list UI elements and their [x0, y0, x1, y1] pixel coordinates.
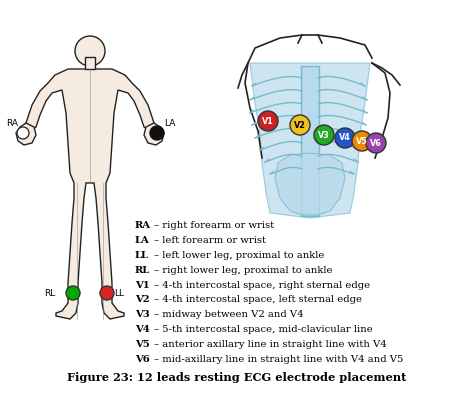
Text: V4: V4 [135, 325, 150, 334]
Circle shape [258, 111, 278, 131]
Circle shape [100, 286, 114, 300]
Circle shape [150, 126, 164, 140]
Circle shape [290, 115, 310, 135]
Text: V4: V4 [339, 134, 351, 143]
Text: V6: V6 [370, 138, 382, 147]
Text: – midway between V2 and V4: – midway between V2 and V4 [151, 310, 304, 319]
Text: RA: RA [6, 119, 18, 127]
Circle shape [17, 127, 29, 139]
Text: V5: V5 [135, 340, 150, 349]
Text: – right lower leg, proximal to ankle: – right lower leg, proximal to ankle [151, 266, 332, 275]
Text: V3: V3 [135, 310, 150, 319]
Text: – left forearm or wrist: – left forearm or wrist [151, 236, 266, 245]
Polygon shape [144, 123, 164, 145]
Text: LA: LA [164, 119, 175, 127]
Text: RA: RA [135, 222, 151, 231]
Text: RL: RL [135, 266, 150, 275]
Circle shape [335, 128, 355, 148]
Text: V5: V5 [356, 136, 368, 145]
Circle shape [352, 131, 372, 151]
Text: V1: V1 [262, 116, 274, 125]
Text: V6: V6 [135, 355, 150, 364]
Text: – mid-axillary line in straight line with V4 and V5: – mid-axillary line in straight line wit… [151, 355, 403, 364]
Text: LA: LA [135, 236, 150, 245]
Text: – anterior axillary line in straight line with V4: – anterior axillary line in straight lin… [151, 340, 387, 349]
Text: – right forearm or wrist: – right forearm or wrist [151, 222, 274, 231]
Text: Figure 23: 12 leads resting ECG electrode placement: Figure 23: 12 leads resting ECG electrod… [67, 372, 407, 383]
Text: – 4-th intercostal space, right sternal edge: – 4-th intercostal space, right sternal … [151, 281, 370, 290]
Text: RL: RL [44, 288, 55, 298]
Polygon shape [26, 69, 154, 319]
Text: V2: V2 [294, 121, 306, 130]
Text: LL: LL [114, 288, 124, 298]
Circle shape [366, 133, 386, 153]
Text: LL: LL [135, 251, 149, 260]
Circle shape [66, 286, 80, 300]
Text: V2: V2 [135, 296, 150, 305]
FancyBboxPatch shape [301, 66, 319, 216]
Text: – left lower leg, proximal to ankle: – left lower leg, proximal to ankle [151, 251, 324, 260]
Polygon shape [250, 63, 370, 218]
Text: V1: V1 [135, 281, 150, 290]
Circle shape [314, 125, 334, 145]
Text: – 4-th intercostal space, left sternal edge: – 4-th intercostal space, left sternal e… [151, 296, 362, 305]
Text: V3: V3 [318, 130, 330, 140]
Text: – 5-th intercostal space, mid-clavicular line: – 5-th intercostal space, mid-clavicular… [151, 325, 373, 334]
FancyBboxPatch shape [85, 57, 95, 69]
Polygon shape [275, 153, 345, 215]
Circle shape [75, 36, 105, 66]
Polygon shape [16, 123, 36, 145]
